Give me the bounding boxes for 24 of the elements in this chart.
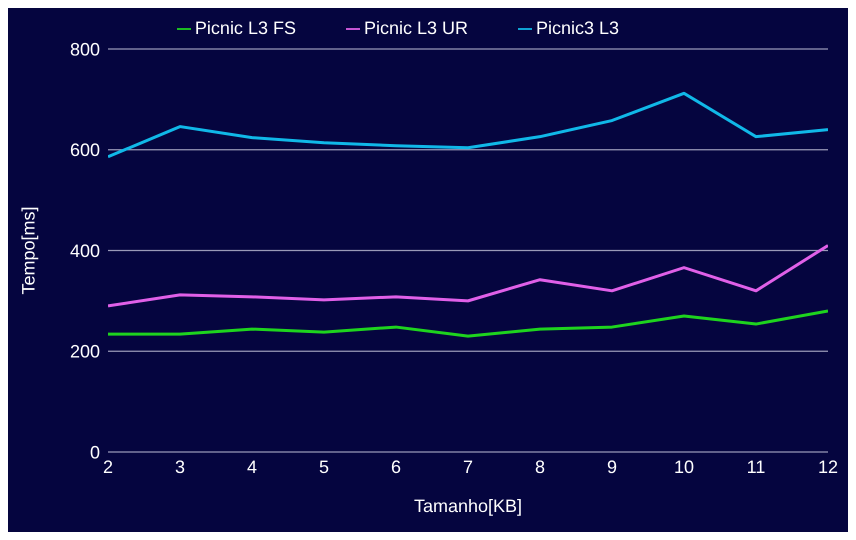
x-tick-label: 8 (534, 456, 546, 477)
legend-label: Picnic3 L3 (536, 18, 620, 38)
x-tick-label: 4 (246, 456, 258, 477)
x-tick-label: 9 (606, 456, 618, 477)
line-series (108, 309, 828, 338)
x-axis-title: Tamanho[KB] (414, 496, 522, 516)
x-tick-label: 7 (462, 456, 474, 477)
x-tick-label: 10 (674, 456, 694, 477)
x-tick-label: 2 (102, 456, 114, 477)
x-tick-label: 11 (746, 456, 766, 477)
x-tick-label: 3 (174, 456, 186, 477)
legend-label: Picnic L3 UR (364, 18, 468, 38)
legend-label: Picnic L3 FS (194, 18, 296, 38)
y-tick-label: 400 (70, 240, 100, 261)
y-tick-label: 600 (70, 140, 100, 160)
y-tick-label: 0 (90, 442, 100, 462)
line-series (108, 92, 828, 158)
line-series (108, 244, 828, 308)
y-tick-label: 200 (70, 342, 100, 362)
y-axis-title: Tempo[ms] (18, 206, 38, 295)
y-tick-label: 800 (70, 39, 100, 60)
x-tick-label: 6 (390, 456, 402, 477)
x-tick-label: 12 (818, 456, 838, 477)
x-tick-label: 5 (318, 456, 330, 477)
